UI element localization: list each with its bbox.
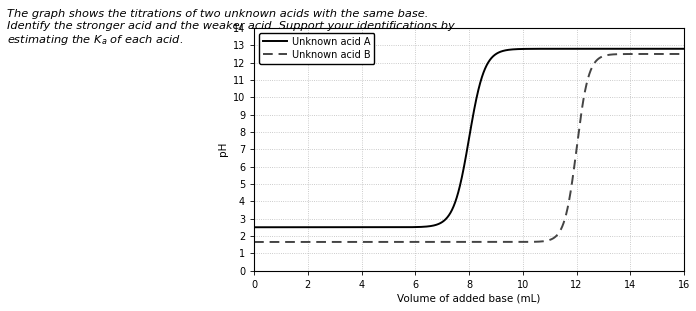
Unknown acid A [299,225,307,229]
Unknown acid B [434,240,442,244]
Unknown acid A [680,47,688,51]
Unknown acid A [625,47,633,51]
Unknown acid B [299,240,307,244]
Unknown acid B [250,240,258,244]
X-axis label: Volume of added base (mL): Volume of added base (mL) [397,294,541,304]
Unknown acid A [415,225,423,229]
Legend: Unknown acid A, Unknown acid B: Unknown acid A, Unknown acid B [259,33,374,63]
Text: The graph shows the titrations of two unknown acids with the same base.
Identify: The graph shows the titrations of two un… [7,9,454,47]
Unknown acid A [434,222,442,226]
Line: Unknown acid A: Unknown acid A [254,49,684,227]
Line: Unknown acid B: Unknown acid B [254,54,684,242]
Unknown acid A [250,225,258,229]
Y-axis label: pH: pH [219,142,228,156]
Unknown acid A [324,225,333,229]
Unknown acid B [324,240,333,244]
Unknown acid B [680,52,688,56]
Unknown acid A [672,47,680,51]
Unknown acid B [415,240,423,244]
Unknown acid B [625,52,633,56]
Unknown acid B [672,52,680,56]
